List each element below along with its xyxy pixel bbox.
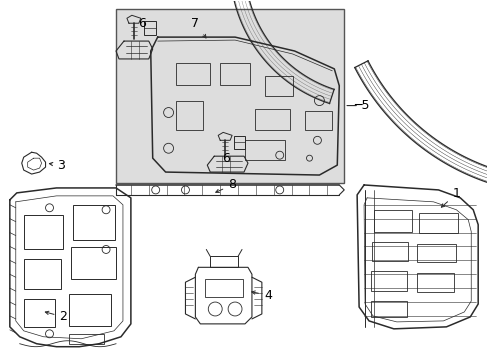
Bar (69, 294, 111, 326)
Bar (205, 279, 243, 297)
Bar (143, 21, 155, 35)
Bar (370, 301, 406, 317)
Bar (73, 205, 115, 239)
Bar (304, 111, 332, 130)
Bar (373, 210, 411, 231)
Text: 7: 7 (191, 17, 205, 38)
Bar (264, 76, 292, 96)
Bar (416, 243, 455, 262)
Text: 6: 6 (138, 17, 145, 30)
Text: 3: 3 (49, 159, 65, 172)
Bar (116, 9, 344, 183)
Bar (244, 140, 284, 160)
Bar (210, 256, 238, 267)
Bar (71, 247, 116, 279)
Bar (371, 242, 407, 261)
Text: 8: 8 (215, 179, 236, 193)
Bar (234, 136, 244, 149)
Text: 6: 6 (222, 152, 229, 165)
Text: 1: 1 (441, 188, 459, 207)
Bar (175, 63, 210, 85)
Text: ─5: ─5 (353, 99, 369, 112)
Bar (24, 299, 55, 327)
Bar (220, 63, 249, 85)
Bar (370, 271, 406, 291)
Bar (24, 260, 61, 289)
Text: 2: 2 (45, 310, 67, 323)
Text: 4: 4 (251, 289, 271, 302)
Bar (24, 215, 63, 249)
Bar (418, 213, 457, 233)
Bar (254, 109, 289, 130)
Bar (416, 273, 453, 292)
Bar (69, 334, 104, 344)
Bar (175, 100, 203, 130)
